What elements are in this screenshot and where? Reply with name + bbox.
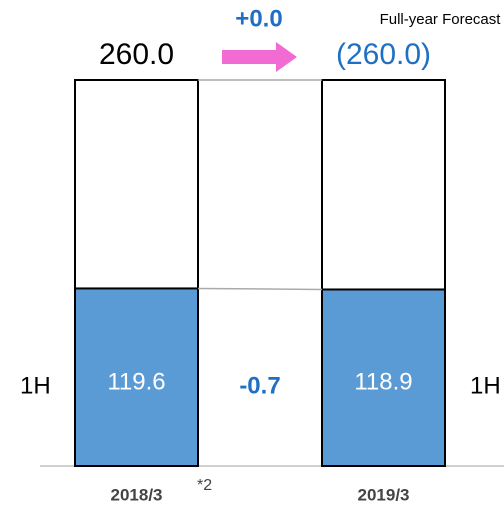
change-label: -0.7 [239,372,280,399]
total-label: (260.0) [336,38,431,71]
category-note: *2 [197,477,212,494]
arrow [222,42,297,72]
annotation: Full-year Forecast [380,11,502,28]
change-label: +0.0 [235,5,282,32]
value-label: 118.9 [354,368,412,395]
series-label: 1H [470,372,501,399]
bar [74,287,199,467]
series-label: 1H [20,372,51,399]
value-label: 119.6 [107,368,165,395]
connector [197,287,323,291]
x-tick-label: 2019/3 [358,485,410,504]
x-tick-label: 2018/3 [111,485,163,504]
bar [321,288,446,467]
total-label: 260.0 [99,38,174,71]
